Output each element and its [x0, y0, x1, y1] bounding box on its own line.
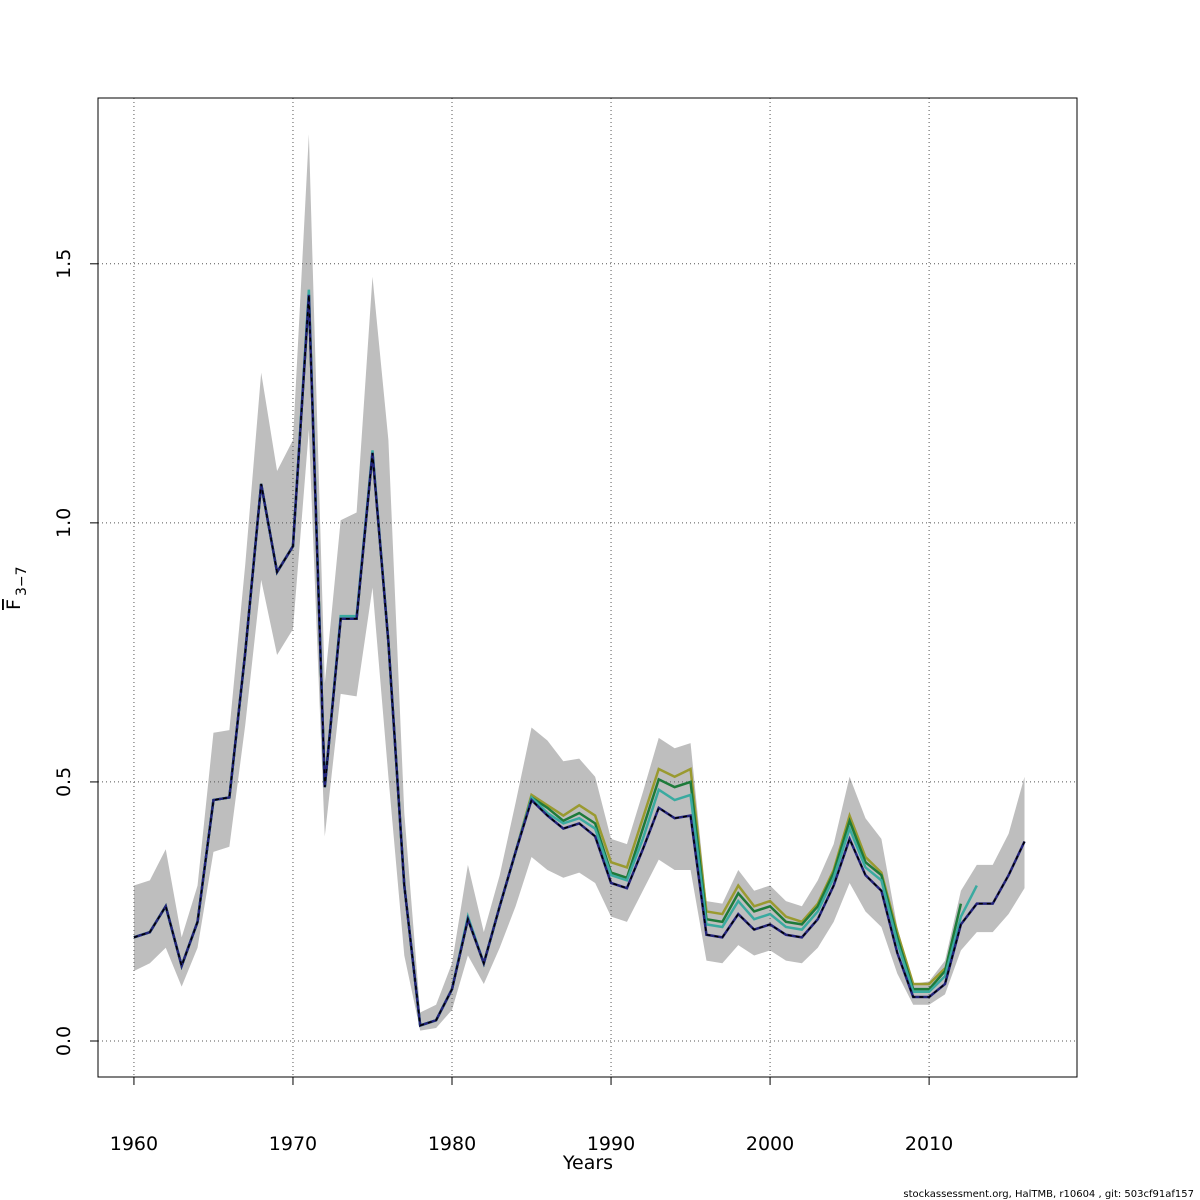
y-axis-label-subscript: 3−7: [14, 566, 30, 596]
x-axis-label: Years: [562, 1152, 613, 1174]
confidence-band: [133, 134, 1025, 1031]
y-tick-label: 1.5: [53, 249, 75, 279]
x-tick-label: 1960: [110, 1133, 158, 1155]
y-tick-label: 0.0: [53, 1026, 75, 1056]
x-tick-label: 2010: [905, 1133, 953, 1155]
x-tick-label: 2000: [746, 1133, 794, 1155]
x-tick-label: 1980: [428, 1133, 476, 1155]
y-tick-label: 1.0: [53, 508, 75, 538]
series-line: [133, 294, 963, 1028]
plot-frame: [97, 97, 1078, 1078]
lines-layer: [133, 289, 1026, 1028]
x-tick-label: 1970: [269, 1133, 317, 1155]
band-layer: [133, 134, 1025, 1031]
y-axis-label-group: F 3−7: [3, 566, 30, 610]
footer: stockassessment.org, HalTMB, r10604 , gi…: [903, 1189, 1194, 1200]
y-axis-label: F: [3, 599, 25, 610]
y-tick-label: 0.5: [53, 767, 75, 797]
x-tick-label: 1990: [587, 1133, 635, 1155]
series-line-dashed: [133, 294, 1026, 1027]
